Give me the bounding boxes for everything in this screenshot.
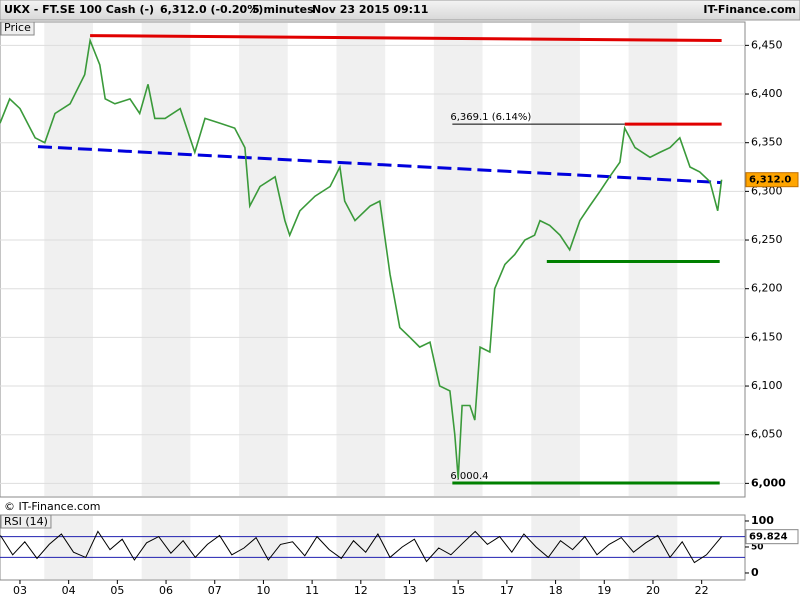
y-tick-label: 6,400 xyxy=(751,87,783,100)
quote: 6,312.0 (-0.20%) xyxy=(160,3,263,16)
timestamp: Nov 23 2015 09:11 xyxy=(312,3,428,16)
brand: IT-Finance.com xyxy=(703,3,796,16)
x-tick-label: 07 xyxy=(208,584,222,597)
panel-label: RSI (14) xyxy=(4,515,48,528)
y-tick-label: 6,100 xyxy=(751,379,783,392)
header-bar xyxy=(0,0,800,21)
y-tick-label: 6,350 xyxy=(751,136,783,149)
last-value-box xyxy=(745,172,799,188)
x-tick-label: 10 xyxy=(256,584,270,597)
panel-label: Price xyxy=(4,21,31,34)
day-band xyxy=(141,516,191,579)
y-tick-label: 6,000 xyxy=(751,476,786,489)
y-tick-label: 100 xyxy=(751,514,774,527)
x-tick-label: 12 xyxy=(354,584,368,597)
trendline xyxy=(37,145,722,185)
series-line xyxy=(0,530,722,564)
panel-label-box xyxy=(0,21,35,36)
day-band xyxy=(44,516,94,579)
y-tick-label: 50 xyxy=(751,542,764,552)
annotation-label: 6,369.1 (6.14%) xyxy=(450,112,531,123)
x-tick-label: 11 xyxy=(305,584,319,597)
day-band xyxy=(44,23,94,496)
x-tick-label: 18 xyxy=(549,584,563,597)
copyright: © IT-Finance.com xyxy=(4,500,101,513)
day-band xyxy=(239,516,288,579)
day-band xyxy=(141,23,191,496)
y-tick-label: 6,150 xyxy=(751,330,783,343)
series-line xyxy=(0,37,723,479)
day-band xyxy=(628,23,678,496)
trendline xyxy=(90,34,722,42)
x-tick-label: 17 xyxy=(500,584,514,597)
x-tick-label: 06 xyxy=(159,584,173,597)
y-tick-label: 6,450 xyxy=(751,38,783,51)
day-band xyxy=(239,23,288,496)
day-band xyxy=(628,516,678,579)
last-value-label: 69.824 xyxy=(749,532,788,543)
x-tick-label: 22 xyxy=(695,584,709,597)
x-tick-label: 13 xyxy=(403,584,417,597)
interval: 5 minutes xyxy=(252,3,314,16)
x-tick-label: 05 xyxy=(110,584,124,597)
symbol: UKX - FT.SE 100 Cash (-) xyxy=(4,3,154,16)
y-tick-label: 6,250 xyxy=(751,233,783,246)
y-tick-label: 0 xyxy=(751,566,759,579)
day-band xyxy=(531,23,580,496)
y-tick-label: 6,050 xyxy=(751,428,783,441)
day-band xyxy=(336,23,386,496)
y-tick-label: 6,200 xyxy=(751,282,783,295)
x-tick-label: 04 xyxy=(62,584,76,597)
annotation-label: 6,000.4 xyxy=(450,471,488,482)
y-tick-label: 6,300 xyxy=(751,184,783,197)
last-value-box xyxy=(745,529,799,545)
x-tick-label: 19 xyxy=(597,584,611,597)
last-value-label: 6,312.0 xyxy=(749,175,791,186)
x-tick-label: 03 xyxy=(13,584,27,597)
x-tick-label: 15 xyxy=(451,584,465,597)
panel-label-box xyxy=(0,514,52,529)
x-tick-label: 20 xyxy=(646,584,660,597)
